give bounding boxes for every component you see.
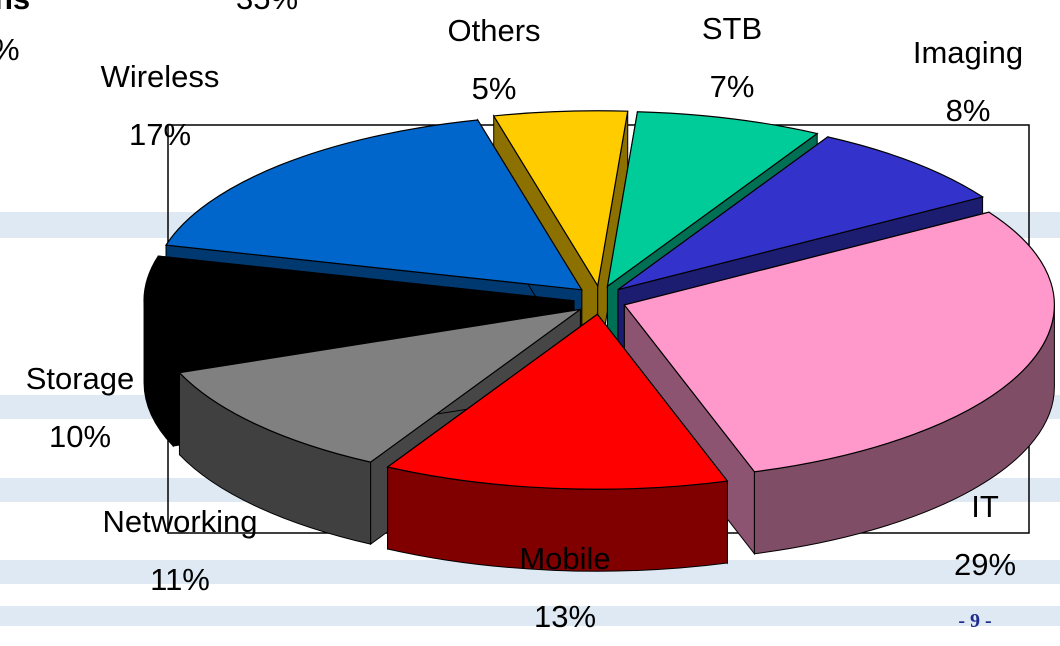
value-label: 7%: [709, 69, 755, 104]
label-stb: STB 7%: [622, 0, 842, 116]
value-label: 5%: [471, 71, 517, 106]
category-label: Networking: [102, 504, 258, 539]
category-label: Imaging: [912, 35, 1024, 70]
category-label: Storage: [25, 361, 135, 396]
label-mobile: Mobile 13%: [455, 530, 675, 646]
label-it: IT 29%: [875, 478, 1060, 594]
label-others: Others 5%: [384, 2, 604, 118]
label-wireless: Wireless 17%: [50, 48, 270, 164]
clipped-text-top: 35%: [236, 0, 298, 14]
category-label: IT: [971, 489, 999, 524]
value-label: 11%: [150, 562, 210, 597]
label-imaging: Imaging 8%: [858, 24, 1060, 140]
slice-mobile: [386, 312, 729, 572]
page-number: - 9 -: [958, 610, 992, 632]
value-label: 8%: [945, 93, 991, 128]
value-label: 13%: [533, 599, 597, 634]
category-label: Wireless: [100, 59, 220, 94]
category-label: Mobile: [519, 541, 611, 576]
value-label: 17%: [128, 117, 192, 152]
label-storage: Storage 10%: [0, 350, 190, 466]
clipped-text-left-2: %: [0, 34, 20, 65]
value-label: 10%: [48, 419, 112, 454]
category-label: Others: [447, 13, 541, 48]
value-label: 29%: [953, 547, 1017, 582]
label-networking: Networking 11%: [70, 493, 290, 609]
category-label: STB: [701, 11, 763, 46]
clipped-text-left-1: ns: [0, 0, 30, 14]
pie-slices: [143, 110, 1055, 572]
